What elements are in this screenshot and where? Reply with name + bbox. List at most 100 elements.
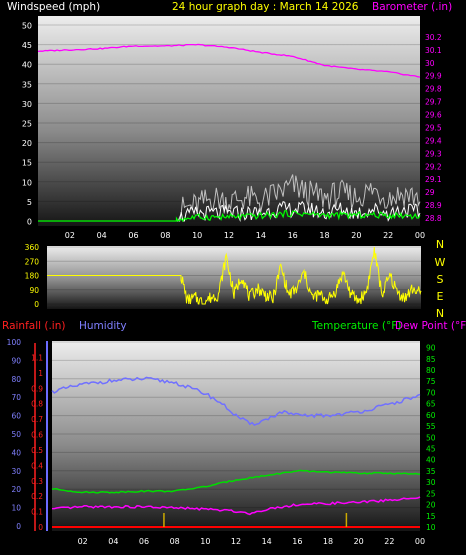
y-tick-label-temperature: 55: [426, 422, 436, 431]
x-tick-label: 18: [323, 537, 333, 546]
y-tick-label-barometer: 29.4: [425, 136, 442, 145]
y-tick-label-barometer: 29.7: [425, 98, 442, 107]
rainfall-axis-title: Rainfall (.in): [2, 320, 65, 332]
y-tick-label-barometer: 29.3: [425, 149, 442, 158]
y-tick-label-humidity: 80: [11, 375, 21, 384]
y-tick-label-barometer: 29.9: [425, 72, 442, 81]
wind-gust-line: [38, 174, 421, 222]
y-tick-label-windspeed: 10: [22, 178, 32, 187]
x-tick-label: 04: [108, 537, 118, 546]
y-tick-label-rain: 0.8: [31, 400, 43, 409]
y-tick-label-windspeed: 45: [22, 41, 32, 50]
y-tick-label-rain: 0.1: [31, 508, 43, 517]
y-tick-label-direction: 180: [25, 272, 40, 281]
y-tick-label-barometer: 28.9: [425, 201, 442, 210]
y-tick-label-windspeed: 35: [22, 80, 32, 89]
x-tick-label: 08: [170, 537, 180, 546]
y-tick-label-windspeed: 25: [22, 120, 32, 129]
x-tick-label: 02: [78, 537, 88, 546]
wind-direction-line: [47, 246, 422, 305]
y-tick-label-temperature: 30: [426, 478, 436, 487]
y-tick-label-barometer: 29: [425, 188, 435, 197]
x-tick-label: 08: [160, 231, 170, 240]
y-tick-label-rain: 1: [38, 369, 43, 378]
chart-title: 24 hour graph day : March 14 2026: [172, 1, 359, 13]
y-tick-label-direction: 90: [29, 286, 39, 295]
x-tick-label: 20: [354, 537, 364, 546]
y-tick-label-temperature: 10: [426, 523, 436, 532]
x-tick-label: 10: [192, 231, 202, 240]
wind-direction-plot-area: [47, 246, 421, 309]
y-tick-label-windspeed: 0: [27, 218, 32, 227]
x-tick-label: 22: [383, 231, 393, 240]
barometer-axis-title: Barometer (.in): [372, 1, 452, 13]
y-tick-label-temperature: 35: [426, 467, 436, 476]
y-tick-label-temperature: 80: [426, 366, 436, 375]
y-tick-label-temperature: 45: [426, 445, 436, 454]
x-tick-label: 16: [292, 537, 302, 546]
y-tick-label-temperature: 40: [426, 456, 436, 465]
x-tick-label: 00: [415, 231, 425, 240]
y-tick-label-temperature: 15: [426, 512, 436, 521]
y-tick-label-rain: 0.3: [31, 477, 43, 486]
compass-letter: W: [435, 256, 446, 269]
temperature-axis-title: Temperature (°F): [311, 320, 401, 332]
y-tick-label-rain: 0.9: [31, 384, 43, 393]
y-tick-label-humidity: 100: [7, 338, 22, 347]
x-tick-label: 12: [231, 537, 241, 546]
y-tick-label-direction: 360: [25, 243, 40, 252]
x-tick-label: 22: [384, 537, 394, 546]
dewpoint-axis-title: Dew Point (°F): [395, 320, 466, 332]
y-tick-label-windspeed: 20: [22, 139, 32, 148]
compass-letter: S: [437, 273, 444, 286]
windspeed-axis-title: Windspeed (mph): [7, 1, 100, 13]
y-tick-label-humidity: 30: [11, 467, 21, 476]
y-tick-label-barometer: 30: [425, 59, 435, 68]
x-tick-label: 14: [262, 537, 272, 546]
y-tick-label-barometer: 28.8: [425, 214, 442, 223]
y-tick-label-barometer: 30.2: [425, 33, 442, 42]
dewpoint-line: [52, 496, 421, 516]
y-tick-label-direction: 0: [34, 300, 39, 309]
wind-barometer-chart: 0 5 10 15 20 25 30 35 40 45 50 28.8 28.9 29 29.1 29.2 29…: [22, 22, 442, 241]
x-tick-label: 16: [288, 231, 298, 240]
y-tick-label-windspeed: 50: [22, 22, 32, 31]
y-tick-label-barometer: 29.6: [425, 111, 442, 120]
y-tick-label-rain: 0.5: [31, 446, 43, 455]
y-tick-label-barometer: 30.1: [425, 46, 442, 55]
x-tick-label: 18: [319, 231, 329, 240]
x-tick-label: 00: [415, 537, 425, 546]
humidity-line: [51, 376, 421, 426]
y-tick-label-barometer: 29.1: [425, 175, 442, 184]
y-tick-label-temperature: 25: [426, 489, 436, 498]
x-tick-label: 06: [128, 231, 138, 240]
y-tick-label-temperature: 75: [426, 377, 436, 386]
y-tick-label-windspeed: 5: [27, 198, 32, 207]
compass-letter: N: [436, 238, 444, 251]
y-tick-label-temperature: 70: [426, 388, 436, 397]
x-tick-label: 06: [139, 537, 149, 546]
y-tick-label-humidity: 0: [16, 522, 21, 531]
y-tick-label-rain: 1.1: [31, 353, 43, 362]
y-tick-label-humidity: 10: [11, 504, 21, 513]
wind-average-line: [38, 209, 421, 223]
x-tick-label: 04: [97, 231, 107, 240]
y-tick-label-rain: 0.4: [31, 461, 43, 470]
compass-letter: N: [436, 307, 444, 320]
y-tick-label-humidity: 20: [11, 485, 21, 494]
y-tick-label-humidity: 40: [11, 448, 21, 457]
temp-humidity-plot-area: [52, 341, 420, 531]
temp-humidity-rain-chart: 010203040506070809010000.10.20.30.40.50.…: [7, 338, 436, 546]
x-tick-label: 10: [200, 537, 210, 546]
y-tick-label-temperature: 85: [426, 355, 436, 364]
y-tick-label-temperature: 60: [426, 411, 436, 420]
humidity-axis-title: Humidity: [79, 320, 127, 332]
y-tick-label-direction: 270: [25, 257, 40, 266]
wind-direction-chart: 0 90 180 270 360: [25, 243, 422, 309]
x-tick-label: 14: [256, 231, 266, 240]
y-tick-label-rain: 0.2: [31, 492, 43, 501]
y-tick-label-humidity: 90: [11, 356, 21, 365]
y-tick-label-rain: 0.7: [31, 415, 43, 424]
